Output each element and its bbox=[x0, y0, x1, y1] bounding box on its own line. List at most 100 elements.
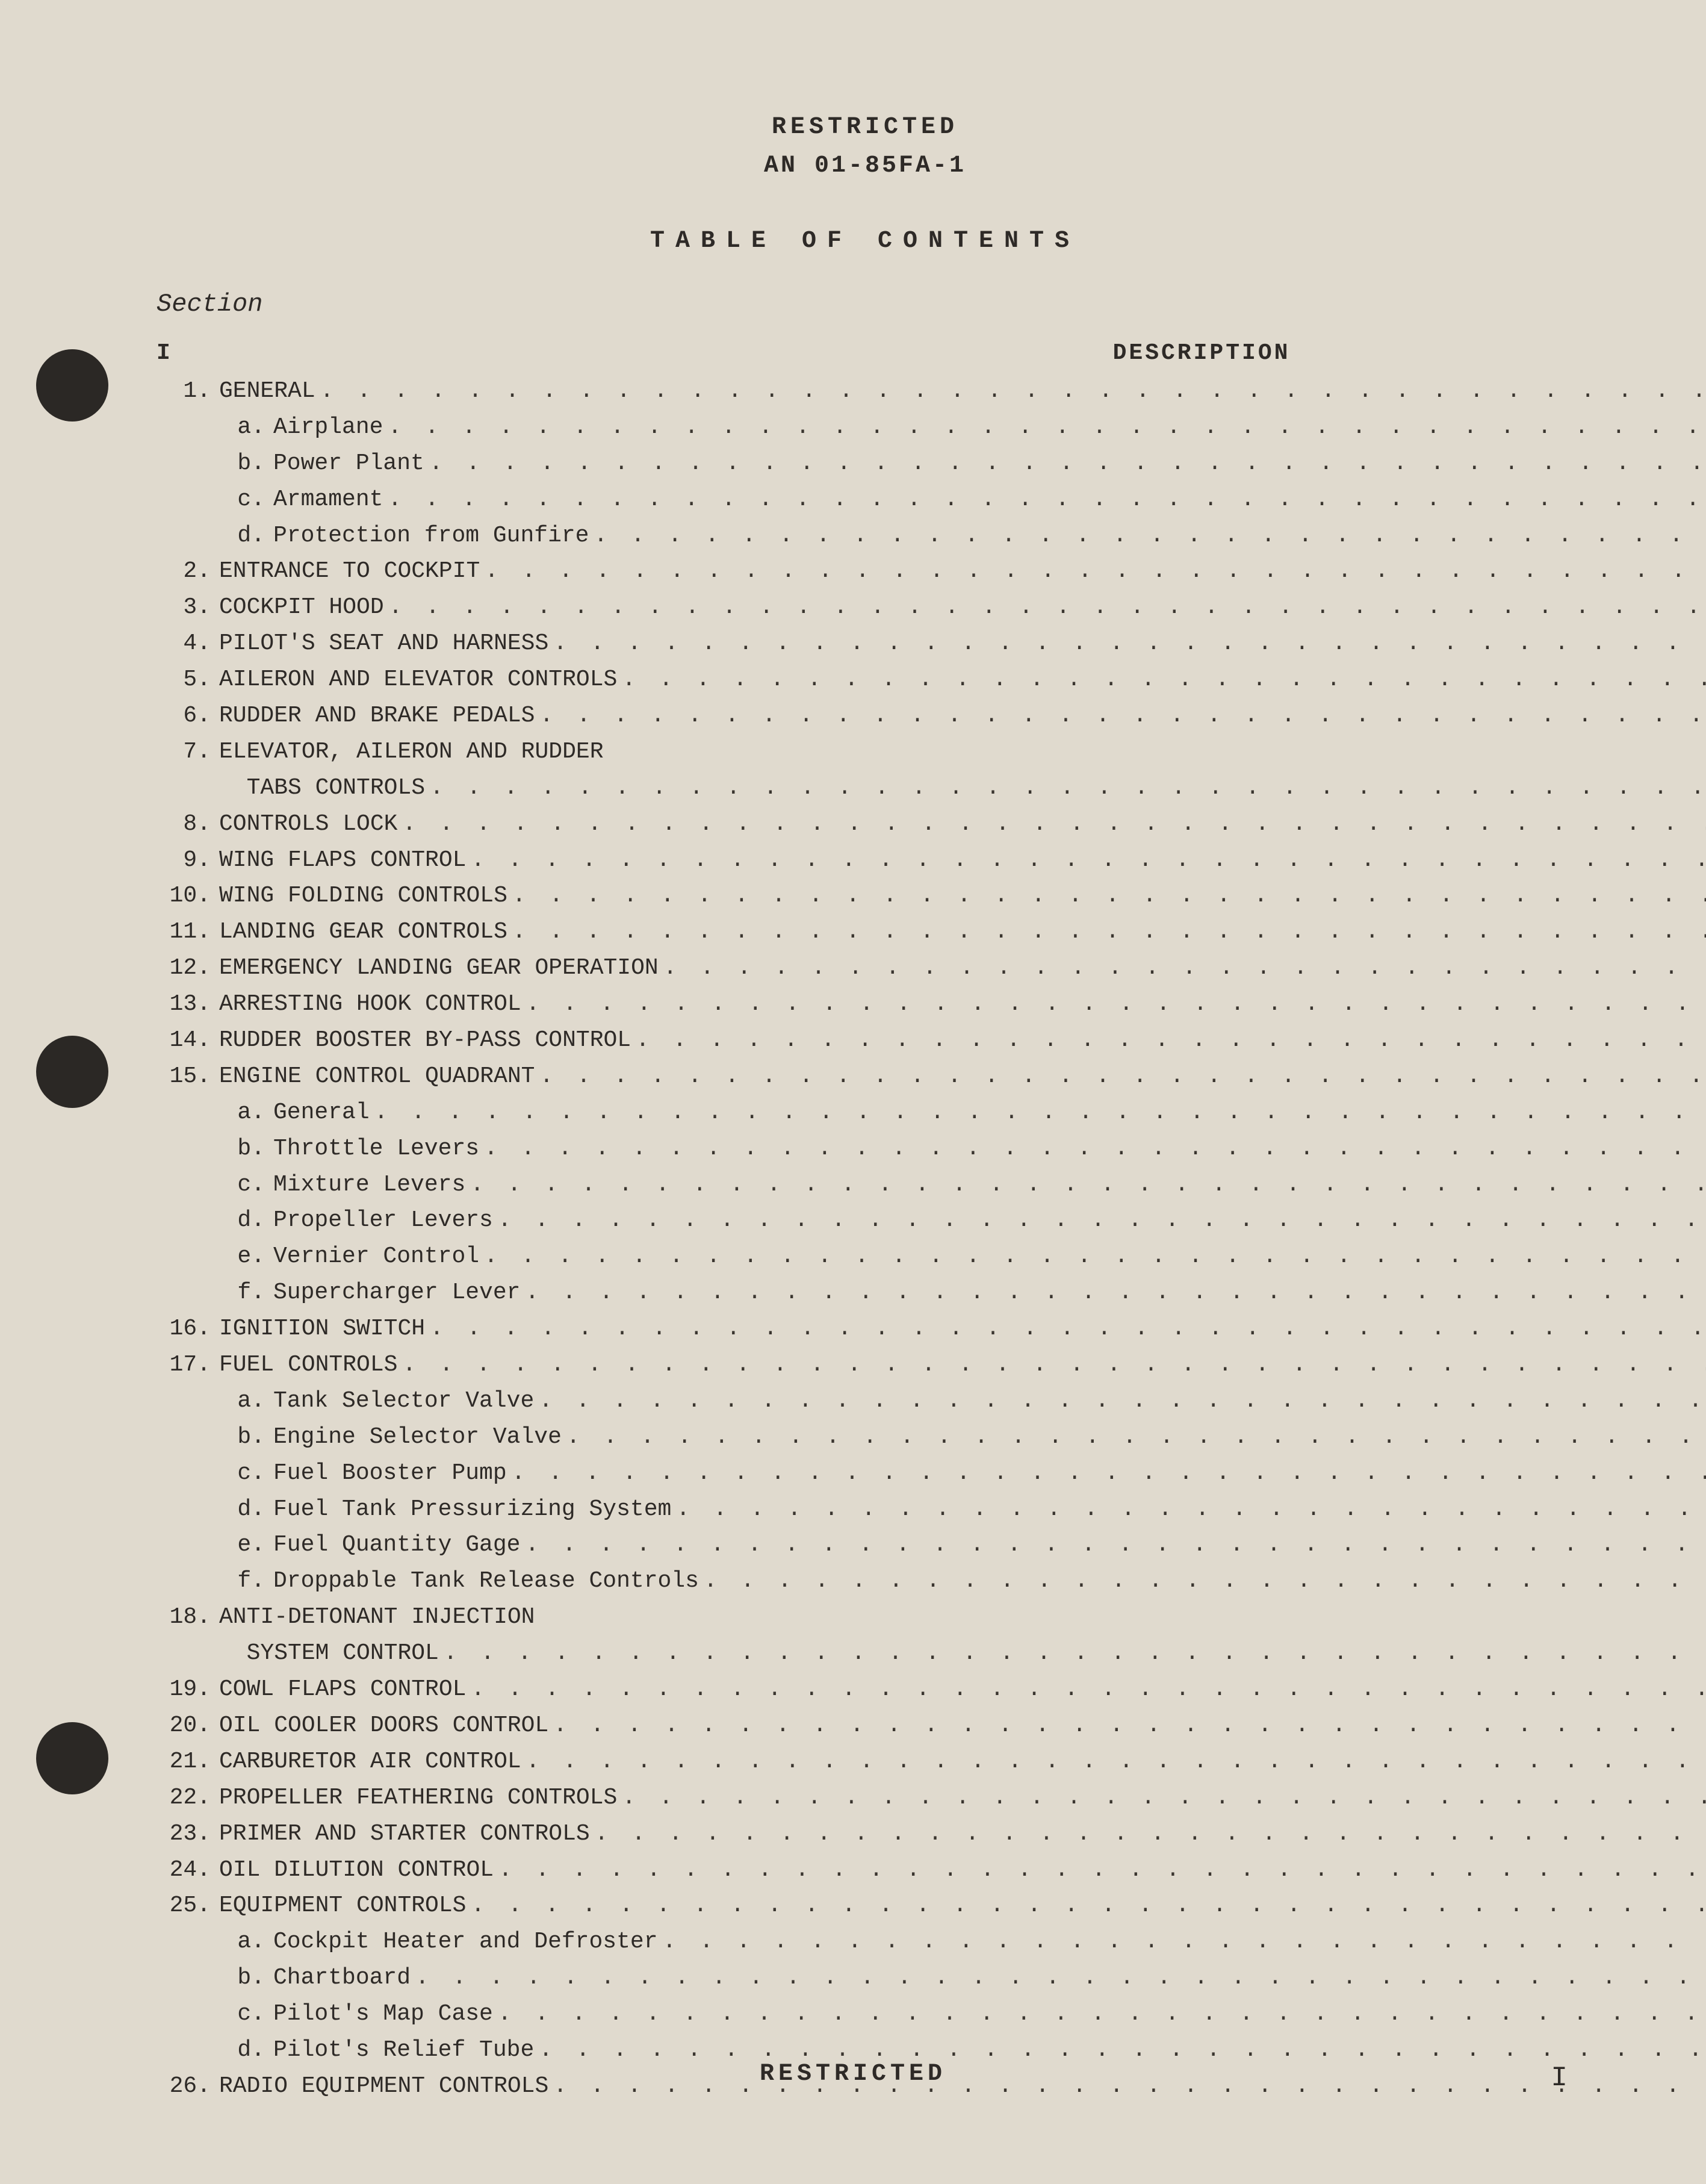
toc-entry-label: Protection from Gunfire bbox=[273, 518, 589, 554]
toc-entry-leader bbox=[470, 1168, 1706, 1203]
toc-entry-label: ELEVATOR, AILERON AND RUDDER bbox=[219, 735, 604, 770]
toc-entry: a.Tank Selector Valve10 bbox=[157, 1384, 1706, 1419]
toc-entry-label: Throttle Levers bbox=[273, 1131, 479, 1167]
toc-entry: 12.EMERGENCY LANDING GEAR OPERATION7 bbox=[157, 951, 1706, 986]
toc-entry-label: Propeller Levers bbox=[273, 1203, 493, 1239]
toc-entry: e.Vernier Control9 bbox=[157, 1239, 1706, 1275]
toc-entry-number: 24. bbox=[157, 1853, 219, 1888]
toc-entry-number: d. bbox=[157, 1492, 273, 1528]
toc-entry-number: 4. bbox=[157, 626, 219, 662]
toc-entry-number: 1. bbox=[157, 374, 219, 409]
toc-entry: TABS CONTROLS3 bbox=[157, 771, 1706, 806]
toc-entry-label: EQUIPMENT CONTROLS bbox=[219, 1888, 466, 1924]
toc-entry: 16.IGNITION SWITCH9 bbox=[157, 1311, 1706, 1347]
toc-entry-leader bbox=[415, 1961, 1706, 1996]
toc-entry-leader bbox=[622, 1781, 1706, 1816]
toc-entry-leader bbox=[429, 446, 1706, 482]
toc-entry-label: LANDING GEAR CONTROLS bbox=[219, 915, 507, 950]
toc-entry-leader bbox=[526, 987, 1706, 1022]
toc-entry-leader bbox=[526, 1744, 1706, 1780]
toc-entry-leader bbox=[539, 1384, 1706, 1419]
toc-entry: 15.ENGINE CONTROL QUADRANT9 bbox=[157, 1059, 1706, 1095]
toc-entry-leader bbox=[374, 1095, 1706, 1131]
toc-entry-leader bbox=[402, 807, 1706, 842]
toc-entry-label: PROPELLER FEATHERING CONTROLS bbox=[219, 1781, 617, 1816]
toc-entry-leader bbox=[540, 1059, 1706, 1095]
toc-entry-number: 9. bbox=[157, 843, 219, 879]
toc-entry: 3.COCKPIT HOOD2 bbox=[157, 590, 1706, 626]
toc-entry-label: Fuel Tank Pressurizing System bbox=[273, 1492, 671, 1528]
toc-entry-number: f. bbox=[157, 1275, 273, 1311]
toc-entry: a.Airplane1 bbox=[157, 410, 1706, 446]
toc-entry-number: b. bbox=[157, 1420, 273, 1455]
toc-entry-number: 6. bbox=[157, 698, 219, 734]
toc-entry: 11.LANDING GEAR CONTROLS6 bbox=[157, 915, 1706, 950]
toc-entry-label: ARRESTING HOOK CONTROL bbox=[219, 987, 521, 1022]
toc-entry-number: 23. bbox=[157, 1817, 219, 1852]
toc-entry-leader bbox=[636, 1023, 1706, 1059]
toc-entry: e.Fuel Quantity Gage10 bbox=[157, 1528, 1706, 1563]
toc-entry-number: a. bbox=[157, 410, 273, 446]
toc-entry-leader bbox=[704, 1564, 1706, 1599]
toc-entry-leader bbox=[566, 1420, 1706, 1455]
toc-entry-number: b. bbox=[157, 1961, 273, 1996]
toc-entry-number: e. bbox=[157, 1239, 273, 1275]
toc-entry: 13.ARRESTING HOOK CONTROL8 bbox=[157, 987, 1706, 1022]
toc-entry-label: Armament bbox=[273, 482, 383, 518]
toc-entry-label: SYSTEM CONTROL bbox=[219, 1636, 439, 1672]
toc-entry-number: 11. bbox=[157, 915, 219, 950]
toc-entry-number: c. bbox=[157, 1997, 273, 2032]
toc-entries: 1.GENERAL1a.Airplane1b.Power Plant1c.Arm… bbox=[157, 374, 1706, 2105]
document-id: AN 01-85FA-1 bbox=[157, 147, 1574, 185]
toc-entry-number: 18. bbox=[157, 1600, 219, 1635]
toc-entry-number: e. bbox=[157, 1528, 273, 1563]
toc-entry-label: ENGINE CONTROL QUADRANT bbox=[219, 1059, 535, 1095]
toc-entry-label: Airplane bbox=[273, 410, 383, 446]
toc-entry-number: d. bbox=[157, 1203, 273, 1239]
toc-entry-number: 17. bbox=[157, 1348, 219, 1383]
toc-entry-label: Droppable Tank Release Controls bbox=[273, 1564, 699, 1599]
toc-columns: Section Page I DESCRIPTION 1.GENERAL1a.A… bbox=[157, 285, 1574, 2105]
toc-entry-label: Vernier Control bbox=[273, 1239, 479, 1275]
toc-entry-label: OIL DILUTION CONTROL bbox=[219, 1853, 494, 1888]
toc-entry-number: a. bbox=[157, 1095, 273, 1131]
toc-entry-number: 15. bbox=[157, 1059, 219, 1095]
toc-entry-number: 10. bbox=[157, 879, 219, 914]
toc-entry: b.Throttle Levers9 bbox=[157, 1131, 1706, 1167]
toc-entry: d.Fuel Tank Pressurizing System10 bbox=[157, 1492, 1706, 1528]
toc-entry-label: EMERGENCY LANDING GEAR OPERATION bbox=[219, 951, 659, 986]
toc-entry: b.Chartboard14 bbox=[157, 1961, 1706, 1996]
toc-entry: c.Mixture Levers9 bbox=[157, 1168, 1706, 1203]
toc-entry: 4.PILOT'S SEAT AND HARNESS2 bbox=[157, 626, 1706, 662]
toc-entry-number: 22. bbox=[157, 1781, 219, 1816]
toc-entry-leader bbox=[553, 1708, 1706, 1744]
toc-entry-label: Engine Selector Valve bbox=[273, 1420, 562, 1455]
toc-entry-leader bbox=[663, 1924, 1706, 1960]
toc-entry-number: 25. bbox=[157, 1888, 219, 1924]
punch-hole bbox=[36, 349, 108, 422]
toc-entry-number: 14. bbox=[157, 1023, 219, 1059]
toc-entry-label: Fuel Quantity Gage bbox=[273, 1528, 520, 1563]
toc-entry: b.Engine Selector Valve10 bbox=[157, 1420, 1706, 1455]
toc-entry: d.Propeller Levers9 bbox=[157, 1203, 1706, 1239]
toc-entry-leader bbox=[525, 1275, 1706, 1311]
toc-entry-leader bbox=[594, 518, 1706, 554]
toc-entry-label: General bbox=[273, 1095, 370, 1131]
toc-entry-label: PRIMER AND STARTER CONTROLS bbox=[219, 1817, 590, 1852]
punch-hole bbox=[36, 1722, 108, 1794]
toc-entry: SYSTEM CONTROL11 bbox=[157, 1636, 1706, 1672]
toc-entry-leader bbox=[430, 1311, 1706, 1347]
toc-entry: 14.RUDDER BOOSTER BY-PASS CONTROL9 bbox=[157, 1023, 1706, 1059]
toc-entry: c.Fuel Booster Pump10 bbox=[157, 1456, 1706, 1492]
toc-entry: d.Protection from Gunfire1 bbox=[157, 518, 1706, 554]
toc-entry-leader bbox=[498, 1853, 1706, 1888]
toc-entry-leader bbox=[525, 1528, 1706, 1563]
toc-entry-number: 16. bbox=[157, 1311, 219, 1347]
toc-entry: f.Droppable Tank Release Controls11 bbox=[157, 1564, 1706, 1599]
toc-entry-number: 19. bbox=[157, 1672, 219, 1708]
toc-entry-label: AILERON AND ELEVATOR CONTROLS bbox=[219, 662, 617, 698]
toc-entry-label: COWL FLAPS CONTROL bbox=[219, 1672, 466, 1708]
punch-hole bbox=[36, 1036, 108, 1108]
toc-entry-label: Mixture Levers bbox=[273, 1168, 465, 1203]
toc-entry-number: 13. bbox=[157, 987, 219, 1022]
